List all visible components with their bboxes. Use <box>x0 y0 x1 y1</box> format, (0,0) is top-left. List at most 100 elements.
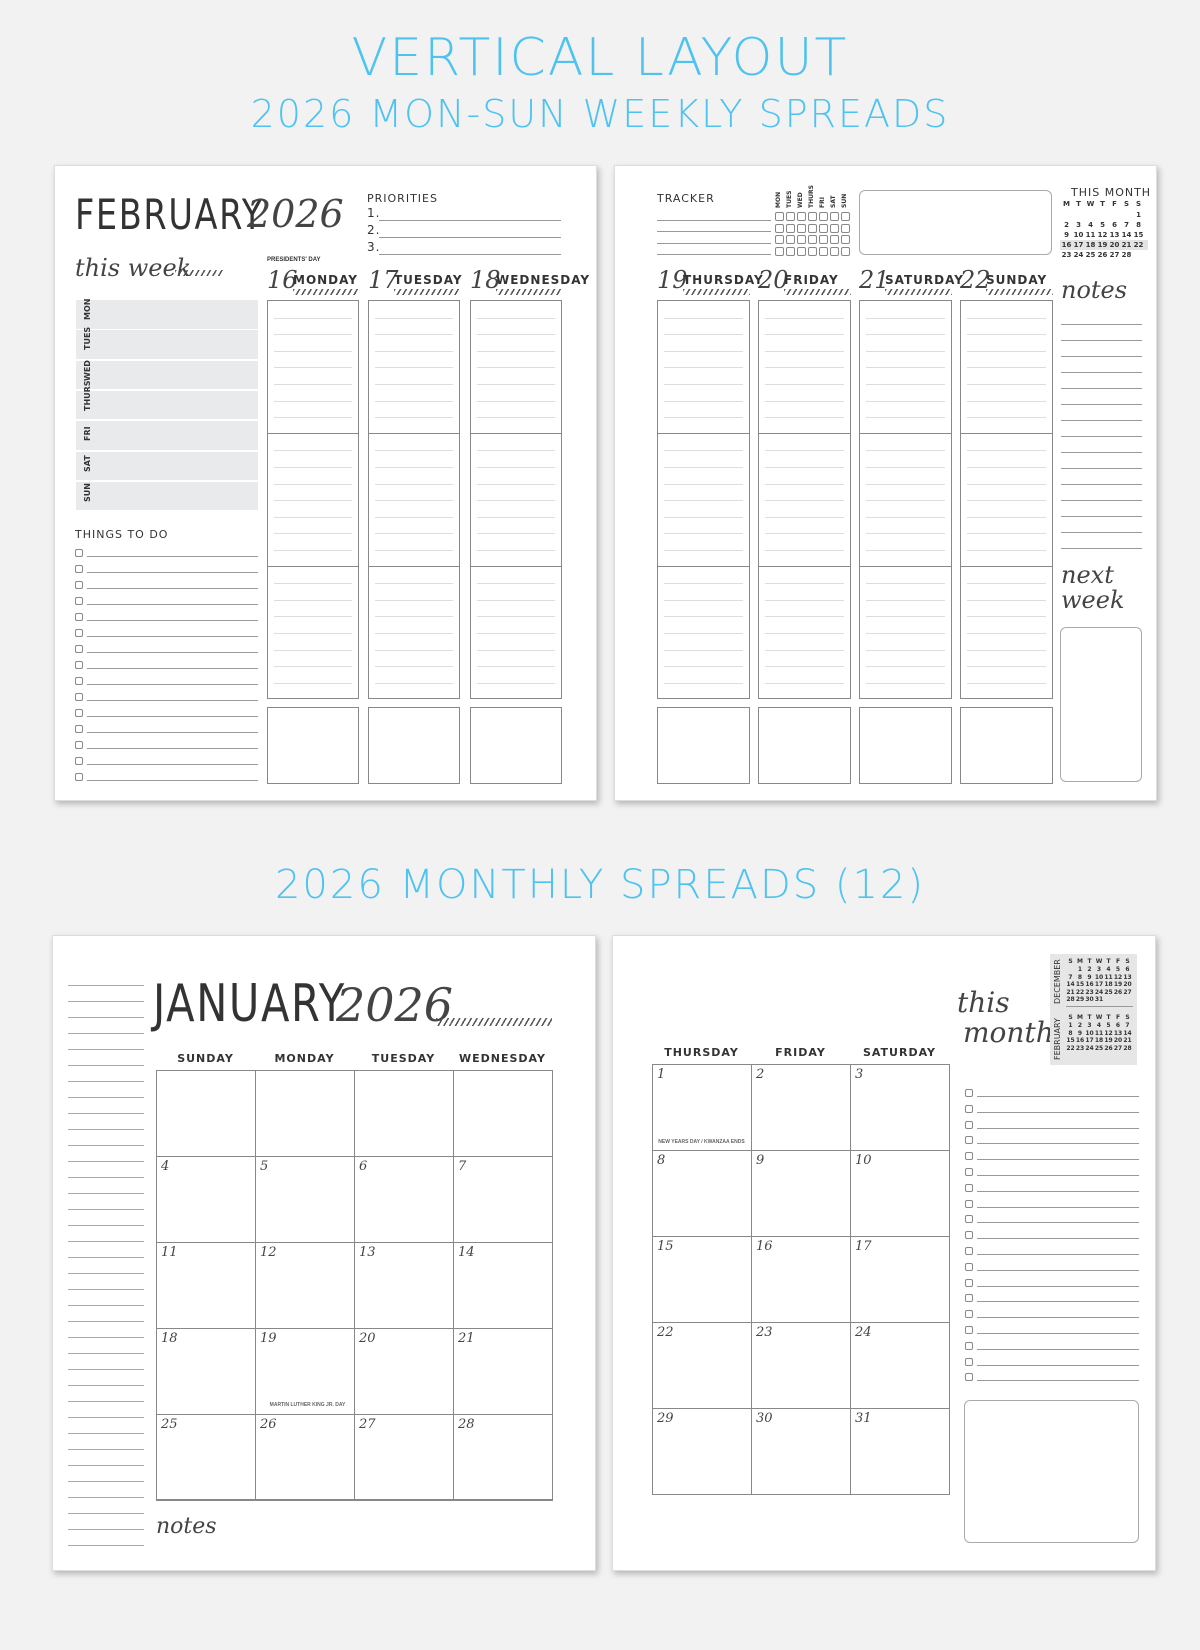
todo-checkbox[interactable] <box>965 1341 973 1350</box>
todo-checkbox[interactable] <box>965 1168 973 1176</box>
calendar-cell[interactable]: 9 <box>751 1150 851 1237</box>
todo-checkbox[interactable] <box>75 565 83 573</box>
calendar-cell[interactable]: 15 <box>652 1236 752 1323</box>
tracker-checkbox[interactable] <box>786 235 795 244</box>
tracker-checkbox[interactable] <box>786 246 795 256</box>
tracker-checkbox[interactable] <box>797 212 806 221</box>
tracker-checkbox[interactable] <box>797 246 806 256</box>
priority-line[interactable] <box>379 220 561 221</box>
calendar-cell[interactable]: 31 <box>850 1408 950 1495</box>
todo-checkbox[interactable] <box>965 1199 973 1208</box>
todo-checkbox[interactable] <box>965 1310 973 1319</box>
calendar-cell[interactable]: 30 <box>751 1408 851 1495</box>
calendar-cell[interactable]: 27 <box>354 1414 454 1501</box>
todo-checkbox[interactable] <box>75 677 83 685</box>
tracker-checkbox[interactable] <box>775 246 784 256</box>
todo-checkbox[interactable] <box>965 1231 973 1240</box>
calendar-cell[interactable]: 2 <box>751 1064 851 1151</box>
tracker-checkbox[interactable] <box>830 212 839 221</box>
tracker-checkbox[interactable] <box>841 212 850 221</box>
tracker-checkbox[interactable] <box>775 223 784 233</box>
calendar-cell[interactable] <box>255 1070 355 1157</box>
todo-checkbox[interactable] <box>75 693 83 701</box>
todo-checkbox[interactable] <box>965 1089 973 1097</box>
calendar-cell[interactable]: 17 <box>850 1236 950 1323</box>
todo-checkbox[interactable] <box>965 1104 973 1113</box>
tracker-checkbox[interactable] <box>841 235 850 244</box>
tracker-checkbox[interactable] <box>819 246 828 256</box>
calendar-cell[interactable]: 28 <box>453 1414 553 1501</box>
todo-checkbox[interactable] <box>965 1215 973 1224</box>
calendar-cell[interactable]: 23 <box>751 1322 851 1409</box>
calendar-cell[interactable] <box>354 1070 454 1157</box>
calendar-cell[interactable]: 4 <box>156 1156 256 1243</box>
tracker-checkbox[interactable] <box>808 246 817 256</box>
calendar-cell[interactable]: 7 <box>453 1156 553 1243</box>
todo-checkbox[interactable] <box>75 645 83 653</box>
tracker-checkbox[interactable] <box>830 223 839 233</box>
todo-checkbox[interactable] <box>75 709 83 717</box>
tracker-checkbox[interactable] <box>797 223 806 233</box>
tracker-checkbox[interactable] <box>819 223 828 233</box>
calendar-cell[interactable]: 18 <box>156 1328 256 1415</box>
todo-checkbox[interactable] <box>75 661 83 669</box>
calendar-cell[interactable]: 11 <box>156 1242 256 1329</box>
todo-checkbox[interactable] <box>75 549 83 557</box>
todo-checkbox[interactable] <box>965 1247 973 1255</box>
priority-line[interactable] <box>379 237 561 238</box>
todo-checkbox[interactable] <box>965 1183 973 1192</box>
todo-checkbox[interactable] <box>965 1373 973 1382</box>
todo-checkbox[interactable] <box>75 613 83 621</box>
calendar-cell[interactable]: 1 <box>652 1064 752 1151</box>
tracker-checkbox[interactable] <box>819 235 828 244</box>
tracker-checkbox[interactable] <box>830 235 839 244</box>
calendar-cell[interactable]: 14 <box>453 1242 553 1329</box>
calendar-cell[interactable] <box>453 1070 553 1157</box>
todo-checkbox[interactable] <box>965 1326 973 1334</box>
calendar-cell[interactable]: 26 <box>255 1414 355 1501</box>
tracker-checkbox[interactable] <box>830 246 839 256</box>
calendar-cell[interactable]: 20 <box>354 1328 454 1415</box>
calendar-cell[interactable]: 8 <box>652 1150 752 1237</box>
priority-line[interactable] <box>379 254 561 255</box>
calendar-cell[interactable]: 16 <box>751 1236 851 1323</box>
calendar-cell[interactable]: 22 <box>652 1322 752 1409</box>
tracker-checkbox[interactable] <box>786 223 795 233</box>
todo-checkbox[interactable] <box>75 725 83 733</box>
tracker-checkbox[interactable] <box>808 235 817 244</box>
calendar-cell[interactable] <box>156 1070 256 1157</box>
calendar-cell[interactable]: 6 <box>354 1156 454 1243</box>
calendar-cell[interactable]: 12 <box>255 1242 355 1329</box>
tracker-checkbox[interactable] <box>808 223 817 233</box>
todo-checkbox[interactable] <box>75 581 83 589</box>
mini-date: 9 <box>1087 973 1092 981</box>
tracker-checkbox[interactable] <box>797 235 806 244</box>
tracker-checkbox[interactable] <box>819 212 828 221</box>
calendar-cell[interactable]: 3 <box>850 1064 950 1151</box>
todo-checkbox[interactable] <box>75 741 83 749</box>
todo-checkbox[interactable] <box>965 1136 973 1145</box>
todo-checkbox[interactable] <box>75 629 83 637</box>
tracker-checkbox[interactable] <box>775 212 784 221</box>
tracker-checkbox[interactable] <box>775 235 784 244</box>
calendar-cell[interactable]: 25 <box>156 1414 256 1501</box>
todo-checkbox[interactable] <box>965 1262 973 1271</box>
tracker-checkbox[interactable] <box>841 223 850 233</box>
calendar-cell[interactable]: 24 <box>850 1322 950 1409</box>
tracker-checkbox[interactable] <box>841 246 850 256</box>
calendar-cell[interactable]: 29 <box>652 1408 752 1495</box>
todo-checkbox[interactable] <box>965 1152 973 1161</box>
todo-checkbox[interactable] <box>75 757 83 765</box>
todo-checkbox[interactable] <box>965 1357 973 1366</box>
calendar-cell[interactable]: 5 <box>255 1156 355 1243</box>
todo-checkbox[interactable] <box>75 773 83 781</box>
todo-checkbox[interactable] <box>965 1120 973 1129</box>
todo-checkbox[interactable] <box>75 597 83 605</box>
todo-checkbox[interactable] <box>965 1294 973 1303</box>
todo-checkbox[interactable] <box>965 1278 973 1287</box>
tracker-checkbox[interactable] <box>786 212 795 221</box>
calendar-cell[interactable]: 10 <box>850 1150 950 1237</box>
calendar-cell[interactable]: 21 <box>453 1328 553 1415</box>
calendar-cell[interactable]: 13 <box>354 1242 454 1329</box>
tracker-checkbox[interactable] <box>808 212 817 221</box>
